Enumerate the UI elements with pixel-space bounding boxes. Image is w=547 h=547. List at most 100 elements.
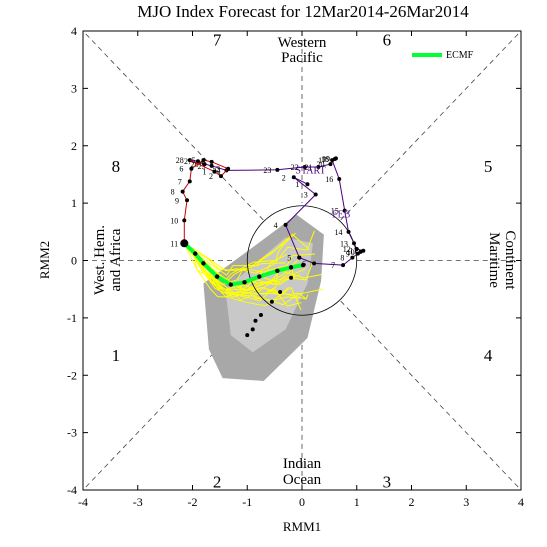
forecast-mean-line xyxy=(182,241,304,287)
y-tick-label-7: 3 xyxy=(71,81,77,95)
observed-day-label-feb-8: 8 xyxy=(171,188,175,197)
observed-day-label-jan-23: 23 xyxy=(263,166,271,175)
phase-label-8: 8 xyxy=(112,157,121,176)
forecast-tail-point-5 xyxy=(250,327,255,332)
observed-day-label-jan-5: 5 xyxy=(287,254,291,263)
observed-point-jan-27 xyxy=(195,159,200,164)
observed-point-jan-2 xyxy=(291,175,296,180)
region-label-right-line2: Continent xyxy=(502,230,518,290)
observed-point-feb-4 xyxy=(209,159,214,164)
observed-point-feb-8 xyxy=(180,189,185,194)
member-trace-8 xyxy=(183,233,310,271)
legend: ECMF xyxy=(412,50,474,61)
x-tick-label-6: 2 xyxy=(409,495,415,509)
phase-label-1: 1 xyxy=(112,346,121,365)
observed-point-jan-7 xyxy=(341,263,346,268)
observed-line-jan-feb-link xyxy=(189,159,215,173)
observed-point-feb-5 xyxy=(201,158,206,163)
diagonal-3 xyxy=(340,300,522,491)
y-tick-label-2: -2 xyxy=(67,368,77,382)
observed-point-jan-11 xyxy=(361,248,366,253)
region-label-right-line1: Maritime xyxy=(486,232,502,288)
observed-point-jan-21 xyxy=(316,164,321,169)
region-label-left-line2: and Africa xyxy=(108,228,124,291)
phase-label-6: 6 xyxy=(383,31,392,50)
observed-day-label-jan-24: 24 xyxy=(212,166,220,175)
x-tick-label-5: 1 xyxy=(354,495,360,509)
y-tick-label-5: 1 xyxy=(71,196,77,210)
forecast-tail-point-0 xyxy=(297,255,302,260)
forecast-mean-track xyxy=(180,239,306,338)
observed-point-jan-26 xyxy=(202,162,207,167)
observed-day-label-jan-11: 11 xyxy=(349,247,357,256)
observed-point-jan-8 xyxy=(350,255,355,260)
observed-day-label-jan-18: 18 xyxy=(321,155,329,164)
observed-day-label-jan-16: 16 xyxy=(325,175,333,184)
observed-point-feb-6 xyxy=(189,166,194,171)
y-tick-label-1: -3 xyxy=(67,426,77,440)
observed-point-feb-10 xyxy=(182,218,187,223)
y-tick-label-3: -1 xyxy=(67,311,77,325)
forecast-point-5 xyxy=(242,280,247,285)
forecast-point-4 xyxy=(228,282,234,287)
observed-point-feb-7 xyxy=(187,179,192,184)
member-trace-21 xyxy=(183,243,290,298)
observed-day-label-jan-13: 13 xyxy=(340,239,348,248)
x-tick-label-4: 0 xyxy=(299,495,305,509)
observed-point-jan-23 xyxy=(275,167,280,172)
y-tick-label-8: 4 xyxy=(71,24,77,38)
member-trace-6 xyxy=(183,242,302,307)
observed-point-jan-16 xyxy=(337,177,342,182)
chart-title: MJO Index Forecast for 12Mar2014-26Mar20… xyxy=(137,2,469,21)
observed-point-jan-15 xyxy=(342,208,347,213)
observed-point-jan-22 xyxy=(302,164,307,169)
observed-day-label-feb-3: 3 xyxy=(216,165,220,174)
observed-point-jan-12 xyxy=(354,247,359,252)
observed-point-jan-6 xyxy=(312,261,317,266)
forecast-tail-point-7 xyxy=(253,318,258,323)
observed-point-jan-20 xyxy=(328,162,333,167)
member-trace-1 xyxy=(184,230,315,274)
observed-point-jan-25 xyxy=(209,163,214,168)
diagonal-2 xyxy=(82,300,264,491)
observed-day-label-jan-2: 2 xyxy=(282,173,286,182)
y-axis-label: RMM2 xyxy=(37,241,52,279)
observed-point-feb-2 xyxy=(218,174,223,179)
observed-day-label-jan-25: 25 xyxy=(198,162,206,171)
observed-day-label-jan-22: 22 xyxy=(291,163,299,172)
observed-day-label-jan-17: 17 xyxy=(318,156,326,165)
observed-point-jan-19 xyxy=(333,156,338,161)
observed-day-label-jan-19: 19 xyxy=(322,154,330,163)
forecast-point-3 xyxy=(214,274,220,279)
observed-day-label-jan-14: 14 xyxy=(335,228,343,237)
feb-label: FEB xyxy=(332,209,351,220)
forecast-tail-point-2 xyxy=(278,290,283,295)
y-tick-label-4: 0 xyxy=(71,254,77,268)
region-label-top-line1: Western xyxy=(278,35,327,51)
observed-day-label-jan-4: 4 xyxy=(274,221,278,230)
observed-point-jan-4 xyxy=(283,222,288,227)
diagonal-1 xyxy=(340,30,522,221)
observed-point-jan-14 xyxy=(346,229,351,234)
observed-day-label-feb-11: 11 xyxy=(170,239,178,248)
region-label-bottom-line1: Indian xyxy=(283,456,322,472)
observed-day-label-feb-1: 1 xyxy=(202,168,206,177)
region-label-top-line2: Pacific xyxy=(281,50,323,66)
observed-point-jan-3 xyxy=(313,192,318,197)
observed-line-jan xyxy=(189,157,365,266)
observed-day-label-jan-27: 27 xyxy=(184,157,192,166)
forecast-point-2 xyxy=(201,261,206,266)
forecast-point-7 xyxy=(275,268,280,274)
forecast-point-0 xyxy=(180,239,189,248)
y-tick-label-0: -4 xyxy=(67,483,77,497)
observed-day-label-jan-9: 9 xyxy=(346,250,350,259)
start-label: START xyxy=(295,165,325,176)
region-label-left-line1: West. Hem. xyxy=(92,225,108,295)
forecast-point-6 xyxy=(257,274,262,279)
observed-point-jan-13 xyxy=(352,241,357,246)
region-label-bottom-line2: Ocean xyxy=(283,472,322,488)
forecast-point-9 xyxy=(300,262,306,268)
member-trace-20 xyxy=(183,243,302,311)
